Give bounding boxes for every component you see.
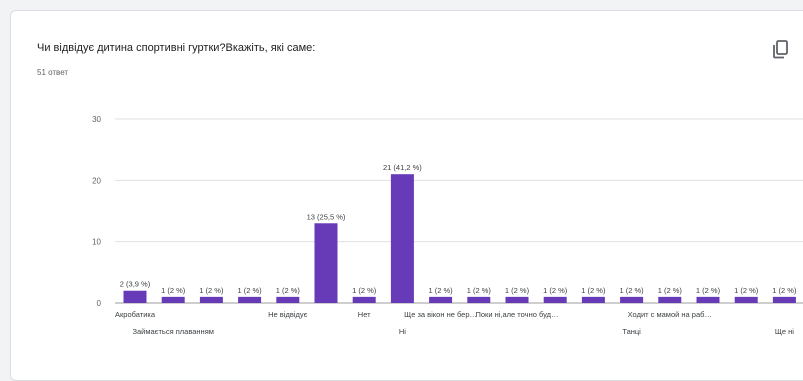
data-label: 2 (3,9 %) xyxy=(120,280,151,289)
bar xyxy=(543,296,567,303)
bar xyxy=(390,174,414,303)
data-label: 1 (2 %) xyxy=(161,286,186,295)
bar xyxy=(696,296,720,303)
data-label: 1 (2 %) xyxy=(429,286,454,295)
data-label: 1 (2 %) xyxy=(352,286,377,295)
data-label: 1 (2 %) xyxy=(696,286,721,295)
bar xyxy=(772,296,796,303)
bar xyxy=(123,290,147,303)
bar xyxy=(199,296,223,303)
bar xyxy=(352,296,376,303)
copy-chart-button[interactable] xyxy=(768,37,792,61)
x-tick-label: Не відвідує xyxy=(268,310,307,319)
bar xyxy=(314,223,338,303)
data-label: 1 (2 %) xyxy=(581,286,606,295)
bar xyxy=(505,296,529,303)
data-label: 1 (2 %) xyxy=(238,286,263,295)
x-tick-label: Ще ні xyxy=(775,327,794,336)
bar-chart: 0 10 20 30 2 (3,9 %) 1 (2 %) 1 (2 %) 1 (2 %) 1 (… xyxy=(92,115,803,336)
data-label: 1 (2 %) xyxy=(772,286,797,295)
data-label: 21 (41,2 %) xyxy=(383,163,422,172)
data-label: 1 (2 %) xyxy=(620,286,645,295)
x-tick-label: Ходит с мамой на раб… xyxy=(628,310,712,319)
bar xyxy=(620,296,644,303)
bar xyxy=(581,296,605,303)
data-label: 1 (2 %) xyxy=(734,286,759,295)
x-tick-label: Поки ні,але точно буд… xyxy=(476,310,559,319)
y-tick-label: 0 xyxy=(97,299,102,308)
bar xyxy=(429,296,453,303)
response-count: 51 ответ xyxy=(37,68,69,77)
x-tick-label: Ні xyxy=(399,327,406,336)
data-label: 13 (25,5 %) xyxy=(307,212,346,221)
data-label: 1 (2 %) xyxy=(543,286,568,295)
content-copy-icon xyxy=(773,40,788,59)
question-title: Чи відвідує дитина спортивні гуртки?Вкаж… xyxy=(37,42,316,54)
x-tick-label: Ще за вікон не бер… xyxy=(404,310,477,319)
y-tick-label: 30 xyxy=(92,115,101,124)
data-label: 1 (2 %) xyxy=(467,286,492,295)
x-tick-label: Нет xyxy=(358,310,371,319)
y-tick-label: 20 xyxy=(92,176,101,185)
data-label: 1 (2 %) xyxy=(658,286,683,295)
question-card: Чи відвідує дитина спортивні гуртки?Вкаж… xyxy=(10,10,803,381)
bar xyxy=(658,296,682,303)
bar xyxy=(467,296,491,303)
bar xyxy=(276,296,300,303)
x-tick-label: Танці xyxy=(622,327,641,336)
data-label: 1 (2 %) xyxy=(505,286,530,295)
y-tick-label: 10 xyxy=(92,238,101,247)
data-label: 1 (2 %) xyxy=(199,286,224,295)
bar xyxy=(161,296,185,303)
bar xyxy=(238,296,262,303)
data-label: 1 (2 %) xyxy=(276,286,301,295)
x-tick-label: Займається плаванням xyxy=(132,327,213,336)
x-tick-label: Акробатика xyxy=(115,310,156,319)
bar xyxy=(734,296,758,303)
